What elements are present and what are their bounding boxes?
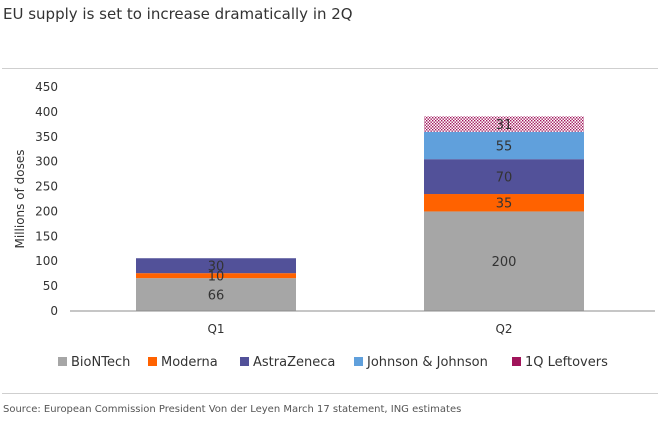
y-tick-label: 100	[35, 254, 58, 268]
y-tick-label: 350	[35, 130, 58, 144]
legend-swatch	[512, 357, 521, 366]
bar-segment	[424, 131, 584, 160]
y-tick-label: 450	[35, 80, 58, 94]
data-label: 10	[208, 270, 225, 285]
legend-label: 1Q Leftovers	[525, 355, 608, 370]
data-label: 55	[496, 139, 513, 154]
legend-label: Moderna	[161, 355, 218, 370]
chart-title: EU supply is set to increase dramaticall…	[3, 5, 353, 23]
bar-segment	[424, 116, 584, 132]
bar-segment	[136, 278, 296, 311]
legend-swatch	[58, 357, 67, 366]
x-category-label: Q2	[495, 322, 512, 336]
y-tick-label: 300	[35, 155, 58, 169]
bar-segment	[424, 211, 584, 311]
y-tick-label: 150	[35, 229, 58, 243]
bars	[136, 116, 584, 311]
legend-label: Johnson & Johnson	[366, 355, 488, 370]
chart-frame	[2, 68, 658, 394]
legend-swatch	[354, 357, 363, 366]
x-category-label: Q1	[207, 322, 224, 336]
data-label: 31	[496, 118, 513, 133]
stacked-bar-chart: 0 50 100 150 200 250 300 350 400 450 Millions of d…	[13, 80, 655, 370]
data-label: 35	[496, 197, 513, 212]
bar-segment	[136, 273, 296, 279]
x-axis: Q1 Q2	[70, 310, 655, 336]
bar-segment	[424, 194, 584, 212]
y-tick-label: 50	[43, 279, 58, 293]
data-label: 66	[208, 289, 225, 304]
legend: BioNTech Moderna AstraZeneca Johnson & John…	[58, 355, 608, 370]
source-note: Source: European Commission President Vo…	[3, 404, 462, 415]
y-tick-label: 0	[50, 304, 58, 318]
legend-swatch	[240, 357, 249, 366]
legend-label: BioNTech	[71, 355, 130, 370]
data-label: 200	[492, 255, 517, 270]
legend-swatch	[148, 357, 157, 366]
y-tick-label: 250	[35, 180, 58, 194]
bar-segment	[136, 258, 296, 274]
y-axis: 0 50 100 150 200 250 300 350 400 450 Millions of d…	[13, 80, 58, 318]
legend-label: AstraZeneca	[253, 355, 335, 370]
data-label: 70	[496, 171, 513, 186]
y-tick-label: 200	[35, 204, 58, 218]
data-label: 30	[208, 260, 225, 275]
y-tick-label: 400	[35, 105, 58, 119]
y-axis-title: Millions of doses	[13, 150, 27, 249]
bar-segment	[424, 159, 584, 195]
